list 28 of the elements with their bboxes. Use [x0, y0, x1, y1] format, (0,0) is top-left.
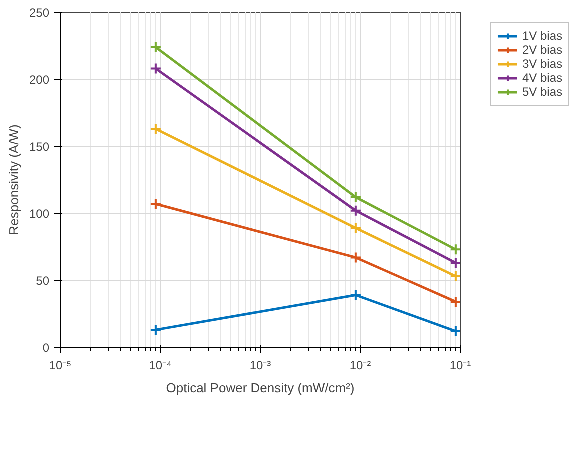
- x-tick-label: 10⁻¹: [450, 358, 472, 372]
- x-tick-label: 10⁻⁵: [49, 358, 72, 372]
- legend-label: 1V bias: [522, 29, 563, 43]
- legend-label: 2V bias: [522, 43, 563, 57]
- legend-label: 3V bias: [522, 57, 563, 71]
- legend-label: 4V bias: [522, 71, 563, 85]
- y-tick-label: 0: [42, 341, 50, 355]
- point: [150, 123, 162, 136]
- point: [450, 244, 460, 256]
- y-axis-title: Responsivity (A/W): [6, 124, 22, 236]
- y-tick-label: 150: [29, 140, 50, 154]
- point: [450, 296, 460, 308]
- x-tick-label: 10⁻²: [350, 358, 372, 372]
- y-tick-label: 100: [29, 207, 50, 221]
- x-tick-label: 10⁻³: [250, 358, 272, 372]
- point: [450, 270, 460, 282]
- legend-label: 5V bias: [522, 85, 563, 99]
- x-tick-label: 10⁻⁴: [149, 358, 172, 372]
- point: [450, 257, 460, 270]
- point: [150, 62, 162, 75]
- point: [150, 41, 162, 54]
- point: [150, 198, 162, 210]
- y-tick-label: 50: [36, 274, 50, 288]
- x-axis-title: Optical Power Density (mW/cm²): [166, 380, 355, 396]
- y-tick-label: 200: [29, 73, 50, 87]
- point: [150, 324, 162, 336]
- y-tick-label: 250: [29, 6, 50, 20]
- point: [450, 325, 460, 338]
